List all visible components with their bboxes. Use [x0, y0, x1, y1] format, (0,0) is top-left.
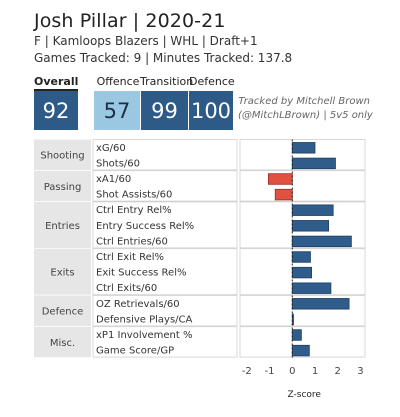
metric-label: Entry Success Rel%: [96, 221, 194, 232]
metric-label: Ctrl Entries/60: [96, 236, 168, 247]
credit-line-2: (@MitchLBrown) | 5v5 only: [238, 110, 373, 121]
bar: [291, 329, 302, 341]
x-tick-label: 0: [289, 366, 295, 377]
metric-label: Ctrl Exits/60: [96, 283, 157, 294]
metric-label: xP1 Involvement %: [96, 330, 193, 341]
credit-line-1: Tracked by Mitchell Brown: [238, 96, 370, 107]
metric-label: Ctrl Exit Rel%: [96, 252, 164, 263]
category-label: Exits: [50, 268, 74, 279]
bar: [291, 142, 316, 154]
bar: [291, 220, 330, 232]
plot-cell: [239, 170, 366, 202]
bar: [291, 282, 332, 294]
bar: [291, 266, 312, 279]
metric-label: Defensive Plays/CA: [96, 314, 193, 325]
category-label: Passing: [44, 182, 82, 193]
category-cell: [34, 170, 91, 202]
defence-label: Defence: [189, 75, 235, 88]
metric-cell: [92, 248, 238, 296]
overall-label: Overall: [34, 75, 78, 91]
metric-cell: [92, 295, 238, 327]
metric-cell: [92, 139, 238, 171]
bar: [291, 235, 352, 248]
games-tracked: Games Tracked: 9 | Minutes Tracked: 137.…: [34, 51, 293, 65]
metric-label: xA1/60: [96, 174, 131, 185]
category-cell: [34, 201, 91, 248]
category-label: Defence: [42, 307, 84, 318]
bar: [268, 173, 293, 185]
x-axis-label: Z-score: [288, 390, 322, 400]
category-cell: [34, 248, 91, 295]
metric-cell: [92, 326, 238, 358]
category-cell: [34, 295, 91, 326]
tracking-credit: Tracked by Mitchell Brown (@MitchLBrown)…: [238, 95, 373, 123]
category-cell: [34, 139, 91, 170]
bar: [291, 313, 294, 326]
bar: [274, 188, 293, 201]
player-title: Josh Pillar | 2020-21: [34, 10, 226, 32]
bar: [291, 157, 336, 170]
x-tick-label: 3: [357, 366, 363, 377]
metric-label: Ctrl Entry Rel%: [96, 205, 172, 216]
overall-score: 92: [34, 91, 78, 130]
bar: [291, 344, 310, 357]
x-tick-label: 2: [335, 366, 341, 377]
defence-score: 100: [189, 91, 233, 130]
x-tick-label: 1: [312, 366, 318, 377]
category-cell: [34, 326, 91, 358]
metric-cell: [92, 201, 238, 249]
bar: [291, 204, 334, 216]
metric-label: xG/60: [96, 143, 126, 154]
transition-score: 99: [141, 91, 188, 130]
metric-label: Game Score/GP: [96, 346, 174, 357]
category-label: Misc.: [50, 338, 75, 349]
x-tick-label: -2: [242, 366, 252, 377]
category-label: Shooting: [40, 151, 84, 162]
transition-label: Transition: [140, 75, 194, 88]
offence-label: Offence: [96, 75, 140, 88]
metric-label: Shot Assists/60: [96, 190, 172, 201]
bar: [291, 298, 350, 310]
metric-label: Shots/60: [96, 158, 140, 169]
player-info: F | Kamloops Blazers | WHL | Draft+1: [34, 34, 258, 48]
metric-cell: [92, 170, 238, 202]
x-tick-label: -1: [265, 366, 275, 377]
metric-label: OZ Retrievals/60: [96, 299, 180, 310]
bar: [291, 251, 311, 263]
category-label: Entries: [45, 221, 80, 232]
metric-label: Exit Success Rel%: [96, 268, 186, 279]
offence-score: 57: [94, 91, 140, 130]
